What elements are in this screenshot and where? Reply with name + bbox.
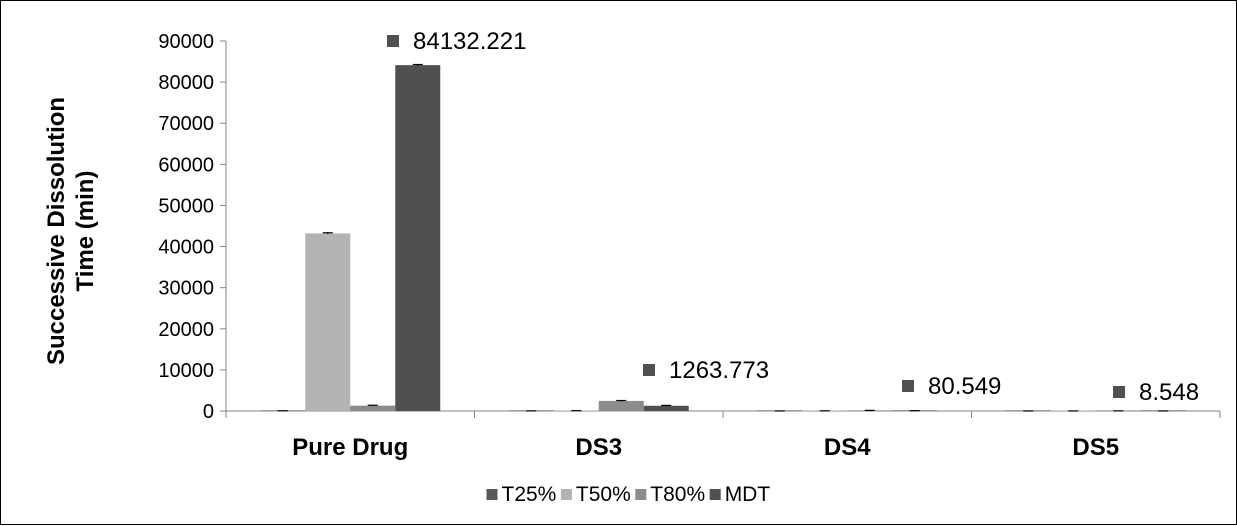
legend-entry: T25% [502,483,557,506]
data-label-marker [902,380,914,392]
y-tick-label: 30000 [158,278,214,300]
bar [395,65,441,411]
data-label: 8.548 [1139,379,1199,406]
plot-area: 0 10000 20000 30000 40000 50000 60000 70000 8000… [158,28,1221,461]
y-axis-label: Successive Dissolution Time (min) [43,97,99,365]
bar [643,405,689,411]
legend-entry: T50% [576,483,631,506]
data-label: 80.549 [928,373,1001,400]
bar [598,400,644,411]
data-label-marker [1113,386,1125,398]
legend-swatch [486,489,498,500]
x-category-label: DS5 [1072,434,1119,461]
legend-swatch [709,489,721,500]
bar [350,405,396,411]
x-category-label: Pure Drug [292,434,408,461]
y-tick-label: 0 [203,401,214,423]
y-axis-label-line-1: Successive Dissolution [43,97,70,365]
data-label-marker [387,35,399,47]
data-label-marker [643,364,655,376]
y-tick-label: 40000 [158,237,214,259]
y-tick-label: 80000 [158,72,214,94]
legend: T25% T50% T80% MDT [486,483,771,506]
y-axis-label-line-2: Time (min) [72,171,99,292]
legend-entry: MDT [725,483,771,506]
bar [305,233,351,411]
y-tick-label: 60000 [158,154,214,176]
legend-entry: T80% [650,483,705,506]
y-tick-label: 10000 [158,360,214,382]
y-tick-label: 20000 [158,319,214,341]
x-category-label: DS4 [824,434,871,461]
x-category-label: DS3 [575,434,622,461]
y-tick-label: 50000 [158,195,214,217]
data-label: 84132.221 [413,28,526,55]
legend-swatch [635,489,647,500]
data-label: 1263.773 [669,357,769,384]
legend-swatch [560,489,572,500]
y-tick-label: 70000 [158,113,214,135]
y-tick-label: 90000 [158,31,214,53]
